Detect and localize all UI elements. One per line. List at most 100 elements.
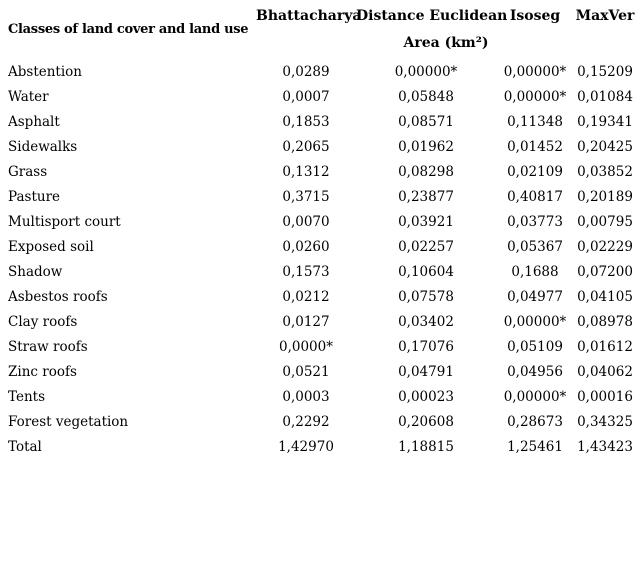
- value-cell: 0,00000*: [503, 89, 567, 105]
- value-cell: 0,17076: [398, 339, 454, 355]
- table-row: Straw roofs 0,0000* 0,17076 0,05109 0,01612: [8, 335, 636, 360]
- table-row: Sidewalks 0,2065 0,01962 0,01452 0,20425: [8, 135, 636, 160]
- value-cell: 0,00795: [577, 214, 633, 230]
- class-name-cell: Zinc roofs: [8, 364, 77, 380]
- column-header-bhattacharya: Bhattacharya: [256, 8, 362, 24]
- value-cell: 0,0521: [282, 364, 330, 380]
- value-cell: 1,25461: [507, 439, 563, 455]
- table-row: Asbestos roofs 0,0212 0,07578 0,04977 0,0410…: [8, 285, 636, 310]
- class-name-cell: Asbestos roofs: [8, 289, 108, 305]
- table-row: Grass 0,1312 0,08298 0,02109 0,03852: [8, 160, 636, 185]
- class-name-cell: Sidewalks: [8, 139, 78, 155]
- table-body: Abstention 0,0289 0,00000* 0,00000* 0,15209 W…: [8, 56, 636, 460]
- class-name-cell: Multisport court: [8, 214, 121, 230]
- value-cell: 0,03921: [398, 214, 454, 230]
- value-cell: 0,34325: [577, 414, 633, 430]
- value-cell: 0,03852: [577, 164, 633, 180]
- value-cell: 0,0289: [282, 64, 330, 80]
- value-cell: 0,04105: [577, 289, 633, 305]
- value-cell: 1,18815: [398, 439, 454, 455]
- class-name-cell: Forest vegetation: [8, 414, 129, 430]
- value-cell: 0,20425: [577, 139, 633, 155]
- value-cell: 0,19341: [577, 114, 633, 130]
- value-cell: 0,40817: [507, 189, 563, 205]
- value-cell: 0,01962: [398, 139, 454, 155]
- value-cell: 0,01084: [577, 89, 633, 105]
- value-cell: 0,08978: [577, 314, 633, 330]
- value-cell: 0,20608: [398, 414, 454, 430]
- value-cell: 0,1573: [282, 264, 330, 280]
- value-cell: 0,0000*: [279, 339, 333, 355]
- class-name-cell: Grass: [8, 164, 48, 180]
- value-cell: 0,15209: [577, 64, 633, 80]
- value-cell: 0,00000*: [503, 64, 567, 80]
- value-cell: 0,08298: [398, 164, 454, 180]
- table-row: Water 0,0007 0,05848 0,00000* 0,01084: [8, 85, 636, 110]
- table-row: Abstention 0,0289 0,00000* 0,00000* 0,15209: [8, 56, 636, 85]
- value-cell: 0,0260: [282, 239, 330, 255]
- table-row: Pasture 0,3715 0,23877 0,40817 0,20189: [8, 185, 636, 210]
- header-row-methods: Classes of land cover and land use Bhatt…: [8, 3, 636, 37]
- value-cell: 0,05109: [507, 339, 563, 355]
- value-cell: 1,42970: [278, 439, 334, 455]
- class-name-cell: Pasture: [8, 189, 61, 205]
- column-header-distance-euclidean: Distance Euclidean: [356, 8, 508, 24]
- value-cell: 0,03402: [398, 314, 454, 330]
- value-cell: 0,0212: [282, 289, 330, 305]
- value-cell: 0,11348: [507, 114, 563, 130]
- value-cell: 0,02257: [398, 239, 454, 255]
- value-cell: 0,08571: [398, 114, 454, 130]
- value-cell: 0,0070: [282, 214, 330, 230]
- value-cell: 0,00016: [577, 389, 633, 405]
- class-name-cell: Shadow: [8, 264, 63, 280]
- table-row: Forest vegetation 0,2292 0,20608 0,28673 0,3…: [8, 410, 636, 435]
- value-cell: 0,03773: [507, 214, 563, 230]
- value-cell: 0,05848: [398, 89, 454, 105]
- land-cover-area-table: Classes of land cover and land use Bhatt…: [8, 3, 636, 460]
- value-cell: 0,28673: [507, 414, 563, 430]
- value-cell: 0,00000*: [394, 64, 458, 80]
- value-cell: 0,04791: [398, 364, 454, 380]
- value-cell: 0,04956: [507, 364, 563, 380]
- class-name-cell: Exposed soil: [8, 239, 94, 255]
- value-cell: 0,01452: [507, 139, 563, 155]
- value-cell: 0,2065: [282, 139, 330, 155]
- value-cell: 0,02229: [577, 239, 633, 255]
- value-cell: 0,0127: [282, 314, 330, 330]
- class-name-cell: Water: [8, 89, 49, 105]
- table-row: Exposed soil 0,0260 0,02257 0,05367 0,02229: [8, 235, 636, 260]
- table-row: Total 1,42970 1,18815 1,25461 1,43423: [8, 435, 636, 460]
- column-header-maxver: MaxVer: [575, 8, 635, 24]
- value-cell: 0,3715: [282, 189, 330, 205]
- area-unit-subheader: Area (km²): [403, 34, 489, 51]
- value-cell: 1,43423: [577, 439, 633, 455]
- column-header-classes: Classes of land cover and land use: [8, 22, 249, 37]
- value-cell: 0,0007: [282, 89, 330, 105]
- value-cell: 0,05367: [507, 239, 563, 255]
- table-row: Multisport court 0,0070 0,03921 0,03773 0,00…: [8, 210, 636, 235]
- class-name-cell: Clay roofs: [8, 314, 78, 330]
- class-name-cell: Straw roofs: [8, 339, 88, 355]
- class-name-cell: Total: [8, 439, 42, 455]
- value-cell: 0,20189: [577, 189, 633, 205]
- value-cell: 0,23877: [398, 189, 454, 205]
- value-cell: 0,1688: [511, 264, 559, 280]
- column-header-isoseg: Isoseg: [509, 8, 561, 24]
- table-row: Asphalt 0,1853 0,08571 0,11348 0,19341: [8, 110, 636, 135]
- value-cell: 0,00000*: [503, 389, 567, 405]
- value-cell: 0,10604: [398, 264, 454, 280]
- table-row: Tents 0,0003 0,00023 0,00000* 0,00016: [8, 385, 636, 410]
- header-row-area: Area (km²): [8, 29, 636, 56]
- value-cell: 0,00000*: [503, 314, 567, 330]
- table-row: Zinc roofs 0,0521 0,04791 0,04956 0,04062: [8, 360, 636, 385]
- class-name-cell: Abstention: [8, 64, 82, 80]
- value-cell: 0,00023: [398, 389, 454, 405]
- value-cell: 0,2292: [282, 414, 330, 430]
- table-row: Shadow 0,1573 0,10604 0,1688 0,07200: [8, 260, 636, 285]
- value-cell: 0,02109: [507, 164, 563, 180]
- value-cell: 0,1853: [282, 114, 330, 130]
- value-cell: 0,01612: [577, 339, 633, 355]
- value-cell: 0,07200: [577, 264, 633, 280]
- table-row: Clay roofs 0,0127 0,03402 0,00000* 0,08978: [8, 310, 636, 335]
- class-name-cell: Asphalt: [8, 114, 60, 130]
